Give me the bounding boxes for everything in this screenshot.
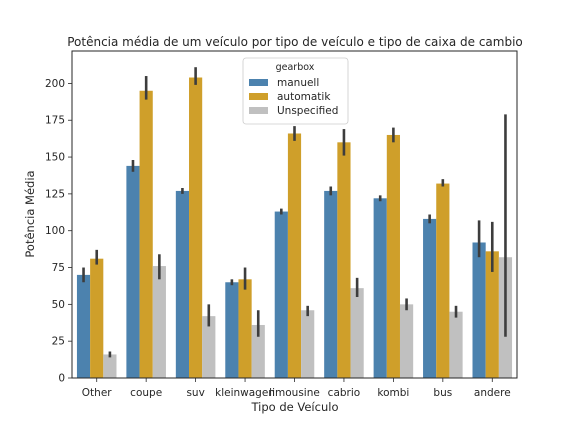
legend-title: gearbox [276, 62, 315, 73]
bar-unspecified-bus [449, 311, 463, 378]
bar-manuell-coupe [126, 165, 140, 378]
bar-automatik-kleinwagen [238, 279, 252, 378]
y-tick-label: 125 [45, 188, 65, 200]
bar-automatik-coupe [139, 90, 153, 379]
x-tick-label: limousine [269, 387, 320, 399]
chart-title: Potência média de um veículo por tipo de… [67, 35, 523, 49]
bar-manuell-limousine [274, 211, 288, 378]
x-axis-label: Tipo de Veículo [251, 400, 339, 414]
x-tick-label: cabrio [328, 387, 361, 399]
bar-manuell-other [76, 274, 91, 378]
bar-unspecified-coupe [152, 266, 166, 378]
x-tick-label: coupe [130, 387, 162, 399]
legend-box [242, 57, 349, 125]
y-axis-label: Potência Média [23, 170, 37, 257]
bar-unspecified-suv [202, 316, 216, 378]
legend: gearbox manuell automatik Unspecified [242, 57, 349, 125]
x-tick-label: kombi [377, 387, 409, 399]
y-tick-label: 75 [52, 262, 65, 274]
bar-automatik-other [90, 258, 104, 378]
x-tick-label: kleinwagen [215, 387, 275, 399]
y-tick-label: 175 [45, 115, 65, 127]
bar-manuell-suv [175, 190, 190, 378]
bar-automatik-andere [485, 251, 499, 378]
bar-unspecified-kleinwagen [251, 324, 265, 378]
bar-unspecified-kombi [399, 304, 414, 378]
y-tick-label: 200 [45, 78, 65, 90]
legend-swatch-unspecified [249, 107, 268, 114]
bar-automatik-limousine [287, 133, 302, 378]
legend-label-unspecified: Unspecified [277, 105, 338, 117]
bar-manuell-cabrio [324, 190, 338, 378]
bars-group [76, 77, 513, 379]
bar-manuell-bus [423, 218, 437, 378]
legend-swatch-automatik [249, 93, 268, 100]
legend-label-manuell: manuell [277, 77, 319, 89]
y-tick-label: 100 [45, 225, 65, 237]
y-tick-label: 25 [52, 336, 65, 348]
error-bars-group [82, 67, 507, 358]
bar-unspecified-other [103, 354, 117, 378]
bar-automatik-kombi [386, 134, 400, 378]
bar-automatik-cabrio [337, 142, 351, 378]
bar-manuell-kombi [373, 198, 387, 378]
bar-automatik-suv [189, 77, 203, 378]
y-tick-label: 0 [58, 373, 65, 385]
y-tick-label: 150 [45, 152, 65, 164]
bar-unspecified-cabrio [350, 288, 364, 378]
y-axis: 0 25 50 75 100 125 150 175 200 [45, 78, 72, 385]
bar-manuell-kleinwagen [225, 282, 239, 378]
x-tick-label: suv [186, 387, 204, 399]
y-tick-label: 50 [52, 299, 65, 311]
legend-swatch-manuell [249, 79, 268, 86]
x-tick-label: andere [474, 387, 511, 399]
bar-manuell-andere [472, 242, 486, 378]
bar-automatik-bus [436, 183, 450, 378]
legend-label-automatik: automatik [277, 91, 331, 103]
bar-unspecified-limousine [301, 310, 315, 378]
x-tick-label: Other [82, 387, 112, 399]
x-tick-label: bus [433, 387, 452, 399]
